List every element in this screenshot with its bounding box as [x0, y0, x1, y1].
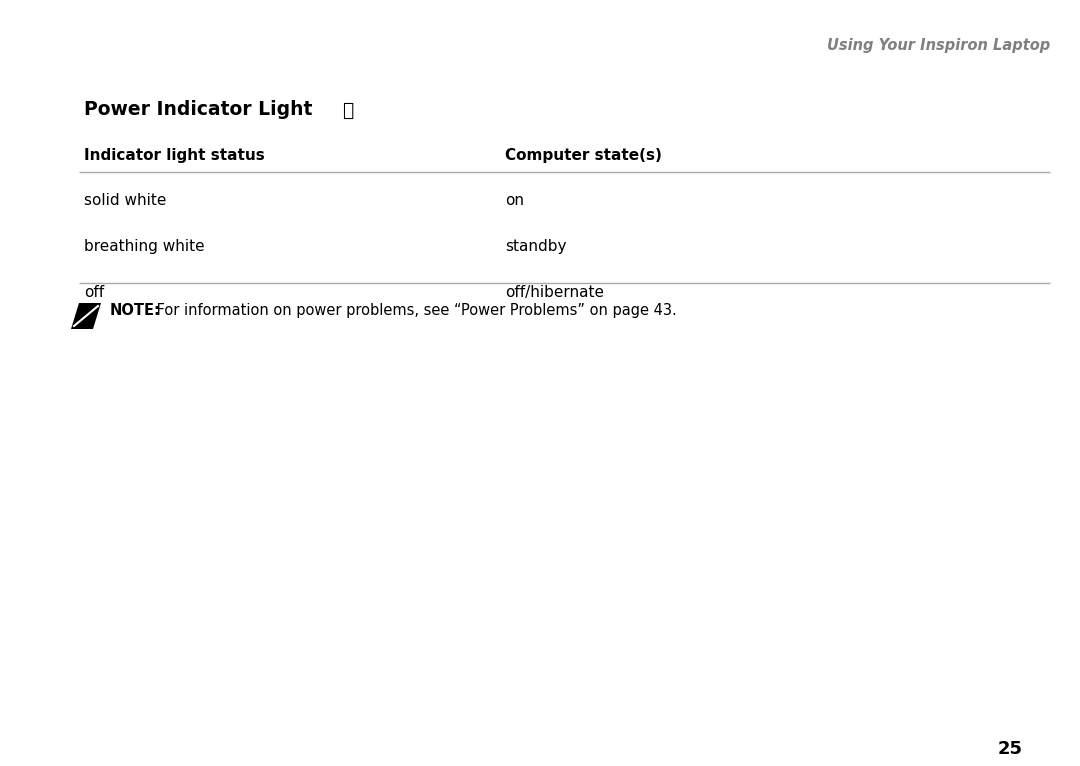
Text: off: off [84, 285, 105, 300]
Text: ⏻: ⏻ [342, 101, 353, 120]
Text: Using Your Inspiron Laptop: Using Your Inspiron Laptop [826, 38, 1050, 53]
Text: Indicator light status: Indicator light status [84, 148, 265, 163]
Text: Computer state(s): Computer state(s) [505, 148, 662, 163]
Text: Power Indicator Light: Power Indicator Light [84, 100, 319, 119]
Text: breathing white: breathing white [84, 239, 205, 254]
Text: standby: standby [505, 239, 567, 254]
Text: solid white: solid white [84, 193, 166, 208]
Text: For information on power problems, see “Power Problems” on page 43.: For information on power problems, see “… [152, 303, 677, 318]
Text: off/hibernate: off/hibernate [505, 285, 605, 300]
Polygon shape [71, 303, 102, 329]
Text: NOTE:: NOTE: [110, 303, 161, 318]
Text: on: on [505, 193, 525, 208]
Text: 25: 25 [997, 740, 1023, 758]
